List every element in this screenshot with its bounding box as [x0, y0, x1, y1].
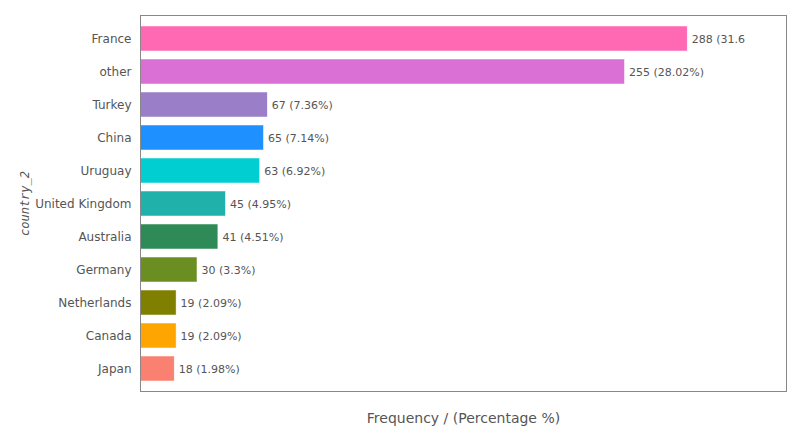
svg-text:67 (7.36%): 67 (7.36%) [272, 99, 333, 112]
svg-text:288 (31.6: 288 (31.6 [692, 33, 745, 46]
svg-text:country_2: country_2 [18, 171, 32, 236]
svg-text:United Kingdom: United Kingdom [35, 197, 131, 211]
svg-text:Germany: Germany [76, 263, 131, 277]
svg-text:Turkey: Turkey [91, 98, 131, 112]
svg-text:Uruguay: Uruguay [81, 164, 132, 178]
svg-text:63 (6.92%): 63 (6.92%) [264, 165, 325, 178]
svg-text:45 (4.95%): 45 (4.95%) [230, 198, 291, 211]
svg-text:Australia: Australia [78, 230, 131, 244]
svg-text:Frequency / (Percentage %): Frequency / (Percentage %) [367, 410, 560, 426]
svg-text:Japan: Japan [97, 362, 131, 376]
svg-text:65 (7.14%): 65 (7.14%) [268, 132, 329, 145]
svg-text:41 (4.51%): 41 (4.51%) [222, 231, 283, 244]
svg-text:other: other [100, 65, 132, 79]
svg-text:19 (2.09%): 19 (2.09%) [181, 330, 242, 343]
svg-text:China: China [97, 131, 131, 145]
svg-text:Netherlands: Netherlands [58, 296, 131, 310]
svg-text:France: France [92, 32, 132, 46]
svg-text:18 (1.98%): 18 (1.98%) [179, 363, 240, 376]
svg-text:30 (3.3%): 30 (3.3%) [202, 264, 256, 277]
svg-text:255 (28.02%): 255 (28.02%) [629, 66, 704, 79]
svg-text:19 (2.09%): 19 (2.09%) [181, 297, 242, 310]
svg-text:Canada: Canada [86, 329, 132, 343]
